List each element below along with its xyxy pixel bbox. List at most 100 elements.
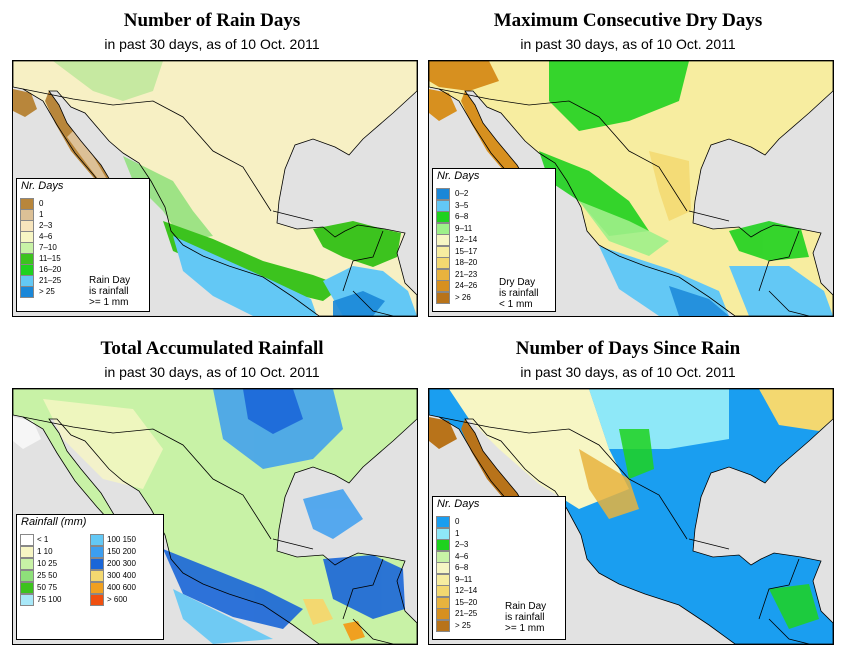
legend-label: 4–6 xyxy=(39,232,53,241)
legend-swatch xyxy=(436,527,450,540)
legend-label: 0 xyxy=(39,199,44,208)
legend-note-line: Dry Day xyxy=(499,277,536,288)
legend-swatch xyxy=(436,234,450,246)
legend-note: Rain Day is rainfall >= 1 mm xyxy=(505,601,546,634)
legend-swatch xyxy=(436,619,450,632)
legend-label: 0–2 xyxy=(455,189,469,198)
legend-label: 15–20 xyxy=(455,597,478,607)
legend-swatch xyxy=(20,231,34,243)
legend-swatch xyxy=(436,188,450,200)
legend-label: 21–25 xyxy=(455,609,478,618)
legend: Nr. Days 0 1 2–3 4–6 6–8 9–11 12–14 15–20 21–25 >… xyxy=(432,496,566,640)
legend-swatch xyxy=(436,562,450,574)
panel-dry-days: Maximum Consecutive Dry Days in past 30 … xyxy=(418,0,838,320)
legend-swatch xyxy=(20,534,34,546)
legend-swatch xyxy=(436,280,450,292)
legend-swatch xyxy=(20,286,34,298)
legend-label: 1 xyxy=(455,528,460,538)
legend-swatch xyxy=(20,253,34,265)
legend-label: 10 25 xyxy=(37,559,58,568)
legend-note: Dry Day is rainfall < 1 mm xyxy=(499,277,538,310)
legend-label: 6–8 xyxy=(455,212,469,221)
legend-title: Rainfall (mm) xyxy=(21,516,87,528)
legend-swatch xyxy=(436,268,450,281)
legend-note-line: < 1 mm xyxy=(499,299,533,310)
legend-title: Nr. Days xyxy=(21,180,64,192)
legend-swatch xyxy=(436,291,450,304)
legend-label: 100 150 xyxy=(107,535,136,544)
legend-label: 1 10 xyxy=(37,547,53,556)
legend-label: 15–17 xyxy=(455,246,478,256)
legend-label: > 26 xyxy=(455,292,471,302)
legend-title: Nr. Days xyxy=(437,498,480,510)
legend-label: 6–8 xyxy=(455,563,469,572)
legend-swatch xyxy=(20,582,34,594)
legend-label: > 25 xyxy=(455,620,471,630)
legend-label: > 600 xyxy=(107,595,128,604)
panel-subtitle: in past 30 days, as of 10 Oct. 2011 xyxy=(104,364,320,380)
legend-swatch xyxy=(436,550,450,563)
legend-label: 24–26 xyxy=(455,281,478,290)
legend-label: 75 100 xyxy=(37,595,62,604)
legend-label: 3–5 xyxy=(455,200,469,210)
legend-swatch xyxy=(436,539,450,551)
panel-title: Maximum Consecutive Dry Days xyxy=(493,10,763,31)
legend-label: 400 600 xyxy=(107,583,136,592)
green-zone xyxy=(53,61,213,241)
legend-note: Rain Day is rainfall >= 1 mm xyxy=(89,275,130,308)
legend-label: 21–25 xyxy=(39,276,62,285)
panel-subtitle: in past 30 days, as of 10 Oct. 2011 xyxy=(520,364,736,380)
legend-swatch xyxy=(20,198,34,210)
legend-label: 21–23 xyxy=(455,269,478,279)
legend-swatch xyxy=(436,573,450,586)
legend-swatch xyxy=(436,596,450,609)
legend-swatch xyxy=(436,199,450,212)
legend-swatch xyxy=(20,594,34,606)
panel-subtitle: in past 30 days, as of 10 Oct. 2011 xyxy=(520,36,736,52)
panel-rain-days: Number of Rain Days in past 30 days, as … xyxy=(2,0,422,320)
legend-note-line: is rainfall xyxy=(89,286,129,297)
legend-swatch xyxy=(20,209,34,221)
legend-swatch xyxy=(436,211,450,223)
legend: Rainfall (mm) < 1 1 10 10 25 25 50 50 75 75 1… xyxy=(16,514,164,640)
legend-label: > 25 xyxy=(39,287,55,296)
legend-note-line: is rainfall xyxy=(499,288,539,299)
panel-title: Total Accumulated Rainfall xyxy=(100,338,324,359)
legend-swatch xyxy=(436,608,450,620)
legend-label: 9–11 xyxy=(455,223,473,233)
legend-swatch xyxy=(20,264,34,276)
panel-title: Number of Days Since Rain xyxy=(515,338,741,359)
legend-label: 2–3 xyxy=(39,221,53,230)
legend-swatch xyxy=(436,245,450,258)
legend-swatch xyxy=(436,585,450,597)
legend-swatch xyxy=(436,516,450,528)
legend-swatch xyxy=(20,570,34,582)
legend-label: 0 xyxy=(455,517,460,526)
panel-total-rainfall: Total Accumulated Rainfall in past 30 da… xyxy=(2,328,422,648)
legend-swatch xyxy=(436,222,450,235)
legend-label: 11–15 xyxy=(39,254,61,263)
legend-swatch xyxy=(90,546,104,558)
legend-swatch xyxy=(436,257,450,269)
legend-label: 9–11 xyxy=(455,574,473,584)
legend-swatch xyxy=(20,275,34,287)
legend-swatch xyxy=(20,242,34,254)
legend-label: 300 400 xyxy=(107,571,136,580)
legend-swatch xyxy=(90,594,104,606)
legend-label: 150 200 xyxy=(107,547,136,556)
legend-label: < 1 xyxy=(37,535,49,544)
legend-label: 12–14 xyxy=(455,235,478,244)
legend-swatch xyxy=(90,558,104,570)
legend: Nr. Days 0 1 2–3 4–6 7–10 11–15 16–20 21–25 > 25… xyxy=(16,178,150,312)
legend-label: 12–14 xyxy=(455,586,478,595)
legend-label: 4–6 xyxy=(455,551,469,561)
legend-note-line: >= 1 mm xyxy=(89,297,129,308)
legend-label: 18–20 xyxy=(455,258,478,267)
legend-title: Nr. Days xyxy=(437,170,480,182)
legend-note-line: Rain Day xyxy=(89,275,131,286)
legend-swatch xyxy=(20,558,34,570)
panel-subtitle: in past 30 days, as of 10 Oct. 2011 xyxy=(104,36,320,52)
legend-swatch xyxy=(20,546,34,558)
legend-label: 200 300 xyxy=(107,559,136,568)
legend-label: 25 50 xyxy=(37,571,58,580)
